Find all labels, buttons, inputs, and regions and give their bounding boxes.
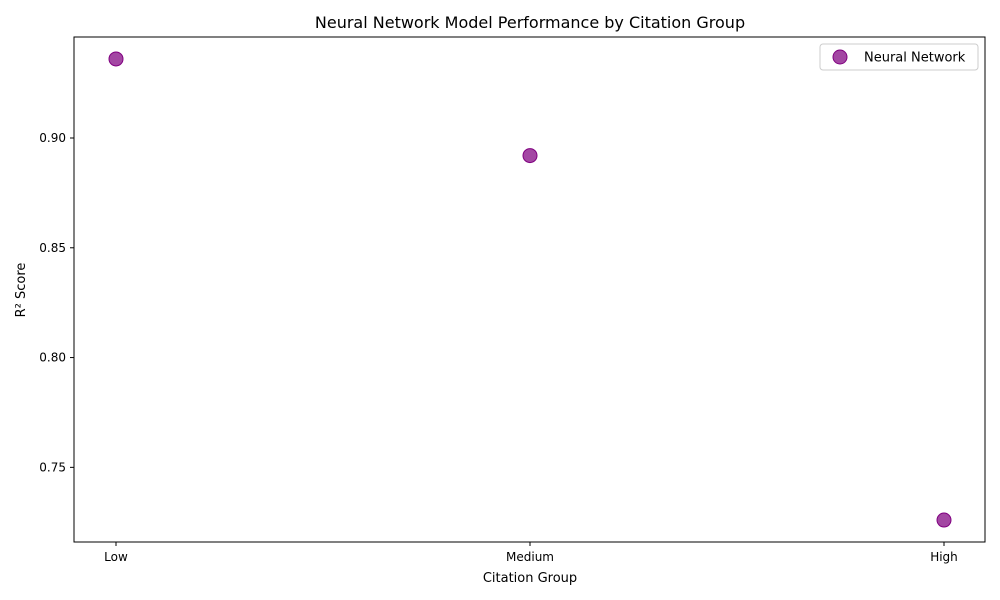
x-axis-ticks: Low Medium High bbox=[104, 542, 958, 564]
legend-marker bbox=[832, 49, 848, 65]
data-point bbox=[522, 148, 538, 164]
y-axis-label: R² Score bbox=[14, 263, 29, 318]
data-point bbox=[108, 51, 124, 67]
x-tick-label: Low bbox=[104, 550, 128, 564]
x-tick-label: High bbox=[930, 550, 958, 564]
data-points bbox=[108, 51, 952, 528]
data-point bbox=[936, 512, 952, 528]
y-tick-label: 0.75 bbox=[39, 460, 66, 474]
legend-frame bbox=[819, 43, 979, 71]
y-tick-label: 0.80 bbox=[39, 351, 66, 365]
legend-label: Neural Network bbox=[864, 51, 966, 66]
y-axis-ticks: 0.75 0.80 0.85 0.90 bbox=[39, 131, 74, 474]
x-axis-label: Citation Group bbox=[483, 571, 577, 586]
plot-area-frame bbox=[73, 36, 986, 543]
legend: Neural Network bbox=[819, 43, 979, 71]
y-tick-label: 0.85 bbox=[39, 241, 66, 255]
y-tick-label: 0.90 bbox=[39, 131, 66, 145]
chart-title: Neural Network Model Performance by Cita… bbox=[315, 13, 745, 32]
x-tick-label: Medium bbox=[506, 550, 554, 564]
